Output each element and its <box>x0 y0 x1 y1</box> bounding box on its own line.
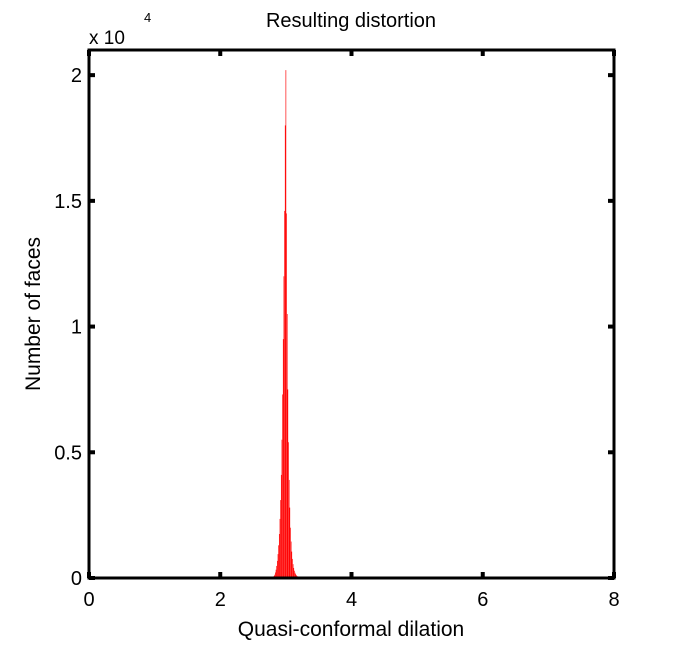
x-tick-label: 4 <box>346 589 357 611</box>
histogram-bar <box>292 559 293 578</box>
y-axis-label: Number of faces <box>22 237 45 391</box>
histogram-bar <box>282 440 283 578</box>
histogram-bar <box>284 276 285 578</box>
histogram-bar <box>278 545 279 578</box>
x-tick-label: 2 <box>215 589 226 611</box>
histogram-bar <box>289 508 290 578</box>
x-tick-label: 8 <box>608 589 619 611</box>
histogram-bar <box>289 480 290 578</box>
histogram-bar <box>280 519 281 578</box>
histogram-bar <box>281 475 282 578</box>
histogram-bar <box>279 534 280 578</box>
histogram-bar <box>287 314 288 578</box>
histogram-bar <box>291 552 292 578</box>
y-multiplier-label: x 10 <box>89 28 125 49</box>
x-tick-label: 0 <box>83 589 94 611</box>
y-tick-label: 2 <box>71 65 82 87</box>
x-axis-label: Quasi-conformal dilation <box>238 618 464 641</box>
histogram-bar <box>293 564 294 578</box>
histogram-bar <box>282 394 283 578</box>
histogram-bar <box>280 500 281 578</box>
histogram-bar <box>283 339 284 578</box>
y-tick-label: 0 <box>71 568 82 590</box>
histogram-bar <box>278 554 279 578</box>
histogram-bar <box>284 211 285 578</box>
y-tick-label: 1 <box>71 317 82 339</box>
histogram-bar <box>288 389 289 578</box>
histogram-bar <box>290 528 291 578</box>
histogram-bar <box>285 125 286 578</box>
histogram-bar <box>286 70 287 578</box>
histogram-bar <box>291 542 292 578</box>
histogram-bar <box>277 561 278 578</box>
histogram-bar <box>276 566 277 578</box>
histogram-bar <box>288 442 289 578</box>
x-tick-label: 6 <box>477 589 488 611</box>
y-tick-label: 1.5 <box>54 191 82 213</box>
histogram-bar <box>293 568 294 578</box>
y-tick-label: 0.5 <box>54 442 82 464</box>
histogram-bar <box>286 213 287 578</box>
chart-title: Resulting distortion <box>266 10 436 32</box>
y-multiplier-exponent: 4 <box>144 10 151 25</box>
